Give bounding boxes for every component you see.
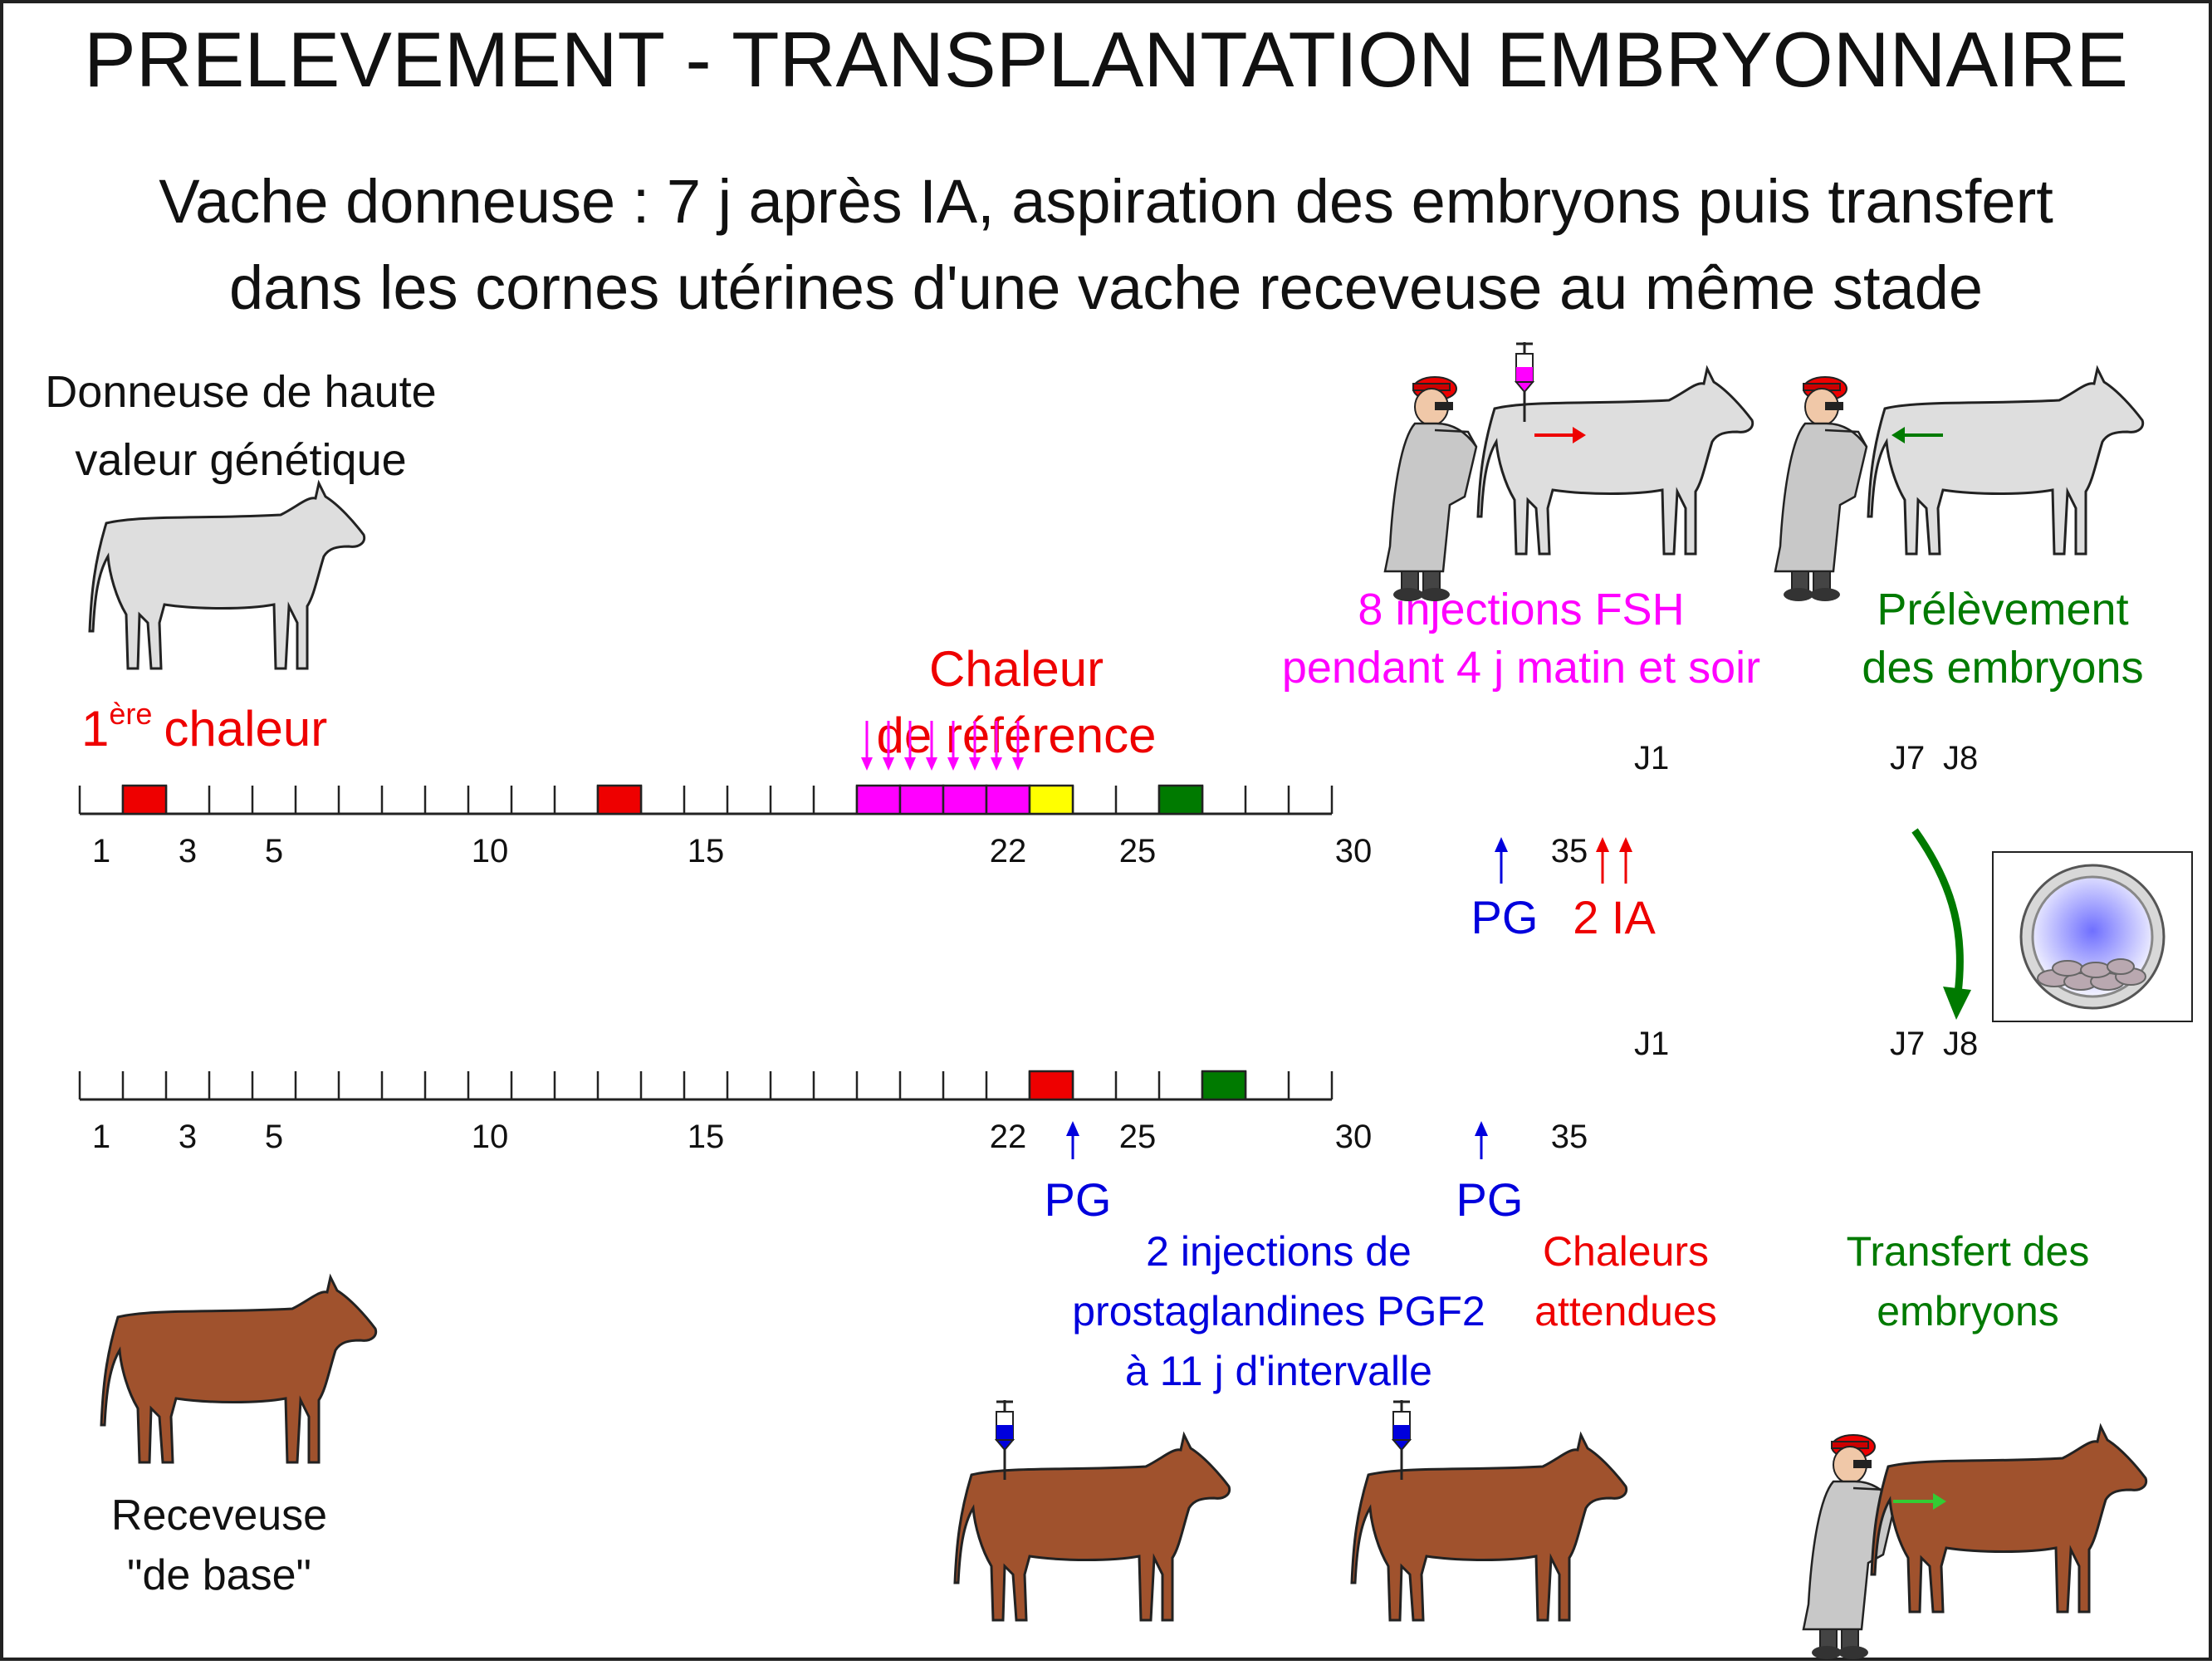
embryo-illustration	[1992, 851, 2193, 1022]
recipient-tick-label: 1	[92, 1119, 110, 1155]
donor-tick-label: 35	[1551, 833, 1588, 869]
fsh-arrow-icon	[926, 721, 937, 771]
donor-j8-label: J8	[1943, 740, 1978, 776]
recipient-pg-arrow-1-icon	[1066, 1121, 1079, 1159]
recipient-tick-label: 15	[688, 1119, 725, 1155]
recipient-cow-pg2-icon	[1350, 1433, 1628, 1622]
fsh-arrow-icon	[883, 721, 894, 771]
pgf2-line-2: prostaglandines PGF2	[1072, 1288, 1485, 1334]
donor-pg-label: PG	[1471, 891, 1539, 943]
recipient-cow-transfer-icon	[1870, 1425, 2148, 1614]
donor-j7-label: J7	[1890, 740, 1925, 776]
fsh-injection-arrow-icon	[1534, 427, 1586, 443]
donor-tick-label: 30	[1335, 833, 1373, 869]
recipient-tick-label: 30	[1335, 1119, 1373, 1155]
recipient-timeline	[78, 1070, 1334, 1101]
recipient-heat-marker	[1028, 1070, 1074, 1101]
ia-label: 2 IA	[1573, 891, 1656, 943]
fsh-arrow-icon	[904, 721, 916, 771]
recipient-label-line-2: "de base"	[127, 1551, 311, 1599]
recipient-label-line-1: Receveuse	[111, 1491, 327, 1540]
donor-tick-label: 10	[472, 833, 509, 869]
first-heat-superscript: ère	[109, 697, 152, 731]
donor-first-heat-marker	[121, 784, 168, 815]
donor-timeline	[78, 784, 1334, 815]
fsh-arrow-icon	[947, 721, 959, 771]
recipient-tick-label: 35	[1551, 1119, 1588, 1155]
subtitle-line-1: Vache donneuse : 7 j après IA, aspiratio…	[159, 167, 2053, 236]
donor-tick-label: 22	[990, 833, 1027, 869]
first-heat-number: 1	[81, 701, 109, 757]
collection-line-2: des embryons	[1862, 643, 2143, 693]
donor-label-line-1: Donneuse de haute	[45, 367, 436, 417]
first-heat-label: 1ère chaleur	[81, 697, 327, 757]
pg-syringe-1-icon	[995, 1398, 1015, 1481]
recipient-tick-label: 3	[179, 1119, 197, 1155]
first-heat-word: chaleur	[164, 701, 327, 757]
transfer-line-1: Transfert des	[1847, 1228, 2090, 1275]
recipient-pg-label-1: PG	[1045, 1173, 1112, 1226]
fsh-day-marker	[898, 784, 945, 815]
recipient-pg-arrow-2-icon	[1475, 1121, 1488, 1159]
recipient-j1-label: J1	[1634, 1026, 1669, 1062]
technician-figure-fsh	[1383, 375, 1478, 603]
donor-tick-labels: 1 3 5 10 15 22 25 30 35	[92, 833, 1588, 869]
recipient-j8-label: J8	[1943, 1026, 1978, 1062]
donor-tick-label: 25	[1119, 833, 1157, 869]
donor-reference-heat-marker	[596, 784, 643, 815]
reference-heat-line-2: de référence	[877, 708, 1157, 763]
donor-tick-label: 3	[179, 833, 197, 869]
donor-tick-label: 1	[92, 833, 110, 869]
collection-arrow-icon	[1891, 427, 1943, 443]
fsh-arrow-icon	[969, 721, 981, 771]
donor-tick-label: 5	[265, 833, 283, 869]
recipient-tick-label: 10	[472, 1119, 509, 1155]
donor-cow-collection-icon	[1867, 367, 2145, 556]
subtitle-line-2: dans les cornes utérines d'une vache rec…	[229, 253, 1983, 322]
recipient-cow-pg1-icon	[953, 1433, 1231, 1622]
recipient-pg-label-2: PG	[1456, 1173, 1524, 1226]
donor-cow-fsh-icon	[1476, 367, 1754, 556]
donor-j1-label: J1	[1634, 740, 1669, 776]
fsh-day-marker	[985, 784, 1031, 815]
donor-cow-icon	[88, 482, 366, 670]
page-title: PRELEVEMENT - TRANSPLANTATION EMBRYONNAI…	[84, 16, 2128, 103]
donor-pg-arrow-icon	[1495, 837, 1508, 884]
transfer-line-2: embryons	[1877, 1288, 2059, 1334]
recipient-cow-icon	[100, 1276, 378, 1464]
fsh-line-2: pendant 4 j matin et soir	[1282, 643, 1760, 693]
expected-heat-line-1: Chaleurs	[1543, 1228, 1709, 1275]
fsh-arrow-icon	[1012, 721, 1024, 771]
insemination-day-marker	[1028, 784, 1074, 815]
transfer-arrow-icon	[1893, 1493, 1946, 1510]
recipient-j7-label: J7	[1890, 1026, 1925, 1062]
expected-heat-line-2: attendues	[1534, 1288, 1717, 1334]
fsh-day-marker	[855, 784, 902, 815]
technician-figure-transfer	[1802, 1433, 1896, 1661]
recipient-tick-label: 5	[265, 1119, 283, 1155]
transfer-day-marker	[1201, 1070, 1247, 1101]
collection-line-1: Prélèvement	[1877, 585, 2128, 634]
pgf2-line-1: 2 injections de	[1146, 1228, 1412, 1275]
technician-figure-collection	[1774, 375, 1868, 603]
transfer-curve-arrow-icon	[1911, 828, 1971, 1020]
pgf2-line-3: à 11 j d'intervalle	[1125, 1348, 1432, 1394]
collection-day-marker	[1157, 784, 1204, 815]
recipient-tick-label: 22	[990, 1119, 1027, 1155]
recipient-tick-labels: 1 3 5 10 15 22 25 30 35	[92, 1119, 1588, 1155]
fsh-injection-arrows	[861, 721, 1024, 771]
recipient-tick-label: 25	[1119, 1119, 1157, 1155]
donor-tick-label: 15	[688, 833, 725, 869]
pg-syringe-2-icon	[1392, 1398, 1412, 1481]
fsh-arrow-icon	[861, 721, 873, 771]
reference-heat-line-1: Chaleur	[929, 641, 1104, 697]
fsh-day-marker	[942, 784, 988, 815]
fsh-arrow-icon	[991, 721, 1002, 771]
donor-label-line-2: valeur génétique	[75, 435, 406, 485]
ia-arrows-icon	[1596, 837, 1632, 884]
